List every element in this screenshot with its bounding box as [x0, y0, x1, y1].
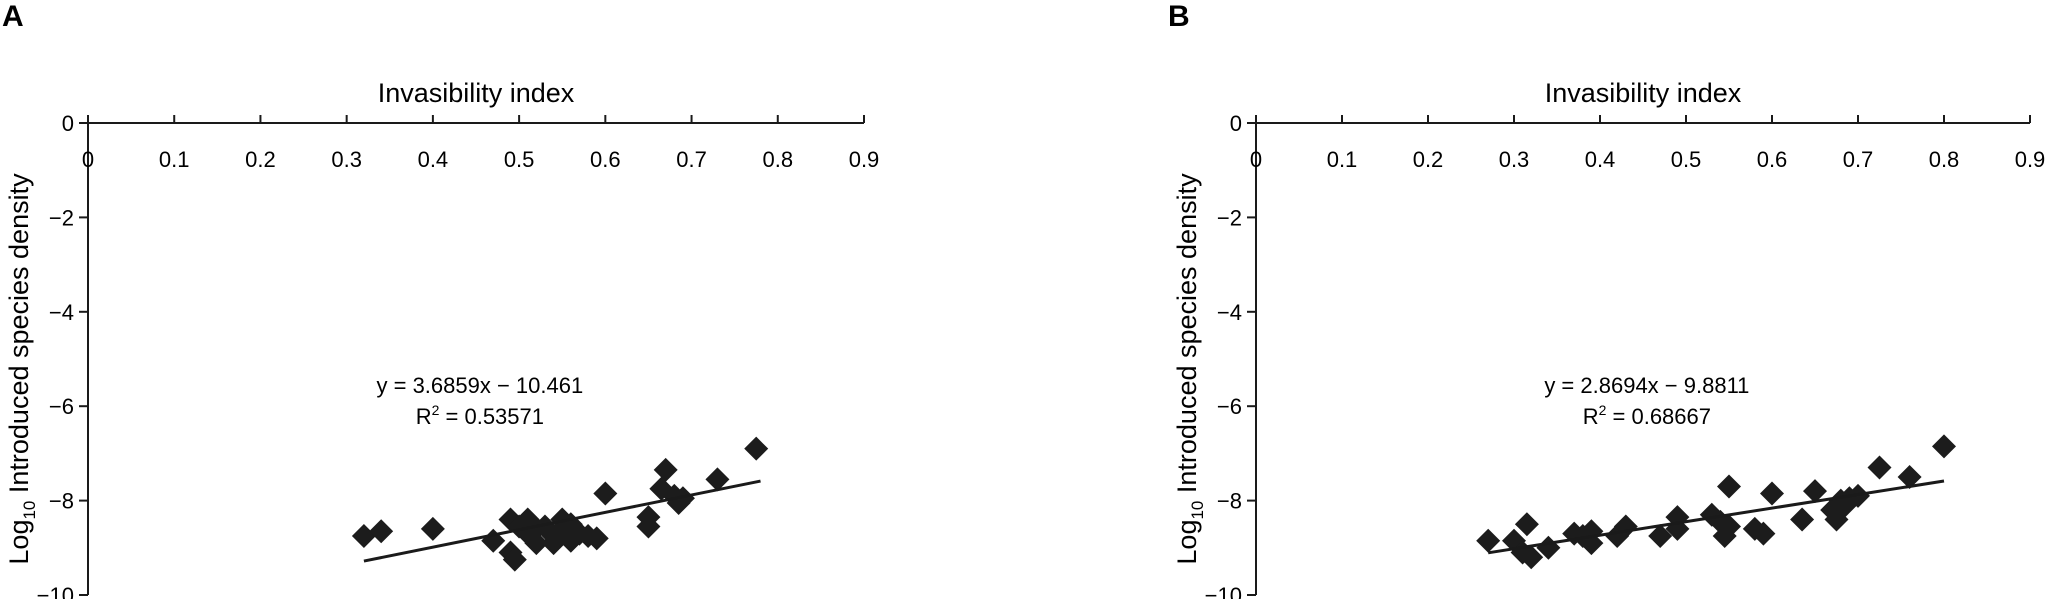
data-point — [1514, 512, 1539, 537]
y-tick-label: −4 — [49, 300, 74, 325]
x-tick-label: 0.6 — [590, 147, 621, 172]
y-tick-label: −8 — [1217, 489, 1242, 514]
data-point — [1790, 507, 1815, 532]
x-tick-label: 0.5 — [1671, 147, 1702, 172]
y-tick-label: −6 — [49, 394, 74, 419]
x-tick-label: 0 — [82, 147, 94, 172]
data-point — [1803, 479, 1827, 504]
data-point — [420, 516, 445, 541]
x-tick-label: 0.7 — [1843, 147, 1874, 172]
y-axis-title: Log10 Introduced species density — [4, 173, 39, 565]
data-point — [1476, 528, 1501, 553]
panel-label: B — [1168, 0, 1190, 33]
y-axis-title-rest: Introduced species density — [1172, 173, 1202, 501]
r-squared-prefix: R — [1583, 404, 1599, 429]
x-tick-label: 0.9 — [2015, 147, 2046, 172]
data-point — [1717, 474, 1741, 499]
data-point — [653, 457, 678, 482]
x-tick-label: 0.5 — [504, 147, 535, 172]
y-tick-label: 0 — [62, 111, 74, 136]
chart-panel-a: A Invasibility index Log10 Introduced spec… — [2, 0, 879, 599]
data-point — [705, 467, 730, 492]
chart-panel-b: B Invasibility index Log10 Introduced spec… — [1168, 0, 2045, 599]
data-point — [351, 524, 376, 548]
x-tick-label: 0.3 — [1499, 147, 1530, 172]
x-tick-label: 0.2 — [245, 147, 276, 172]
r-squared-superscript: 2 — [1599, 402, 1607, 418]
y-axis-title-subscript: 10 — [20, 501, 39, 520]
y-tick-label: −2 — [49, 205, 74, 230]
y-tick-label: 0 — [1230, 111, 1242, 136]
y-axis-title-main: Log — [4, 520, 34, 565]
y-tick-label: −8 — [49, 489, 74, 514]
data-point — [1897, 465, 1922, 489]
x-axis-title: Invasibility index — [1545, 78, 1742, 108]
y-axis-title: Log10 Introduced species density — [1172, 173, 1207, 565]
regression-equation: y = 2.8694x − 9.8811 — [1544, 373, 1749, 398]
y-tick-label: −2 — [1217, 205, 1242, 230]
y-axis-title-rest: Introduced species density — [4, 173, 34, 501]
x-tick-label: 0.1 — [1327, 147, 1358, 172]
data-point — [584, 526, 609, 551]
x-axis-title: Invasibility index — [378, 78, 575, 108]
x-tick-label: 0.3 — [331, 147, 362, 172]
x-tick-label: 0.1 — [159, 147, 190, 172]
data-point — [1717, 514, 1741, 539]
y-tick-label: −10 — [1205, 583, 1242, 599]
trendline — [363, 479, 761, 563]
r-squared: R2 = 0.53571 — [416, 402, 544, 429]
y-tick-label: −4 — [1217, 300, 1242, 325]
x-tick-label: 0.4 — [418, 147, 449, 172]
panel-label: A — [2, 0, 24, 33]
r-squared-prefix: R — [416, 404, 432, 429]
data-point — [636, 505, 661, 530]
r-squared-value: = 0.53571 — [439, 404, 544, 429]
y-axis-title-main: Log — [1172, 520, 1202, 565]
data-point — [1751, 521, 1776, 546]
x-tick-label: 0.4 — [1585, 147, 1616, 172]
y-tick-label: −6 — [1217, 394, 1242, 419]
data-point — [524, 531, 549, 556]
x-tick-label: 0.9 — [849, 147, 880, 172]
r-squared-value: = 0.68667 — [1606, 404, 1711, 429]
data-point — [593, 481, 618, 506]
data-point — [1824, 507, 1849, 532]
r-squared-superscript: 2 — [432, 402, 440, 418]
y-tick-label: −10 — [37, 583, 74, 599]
y-axis-title-subscript: 10 — [1188, 501, 1207, 520]
x-tick-label: 0.6 — [1757, 147, 1788, 172]
data-point — [744, 436, 769, 461]
r-squared: R2 = 0.68667 — [1583, 402, 1711, 429]
data-point — [1867, 455, 1892, 480]
trendline — [1487, 479, 1945, 555]
x-tick-label: 0 — [1250, 147, 1262, 172]
x-tick-label: 0.8 — [1929, 147, 1960, 172]
data-point — [502, 547, 527, 572]
x-tick-label: 0.7 — [676, 147, 707, 172]
x-tick-label: 0.8 — [762, 147, 793, 172]
data-point — [1519, 545, 1544, 570]
data-point — [1760, 481, 1784, 506]
data-point — [1932, 434, 1956, 459]
data-point — [369, 519, 394, 544]
regression-equation: y = 3.6859x − 10.461 — [377, 373, 584, 398]
data-point — [1648, 524, 1673, 548]
x-tick-label: 0.2 — [1413, 147, 1444, 172]
